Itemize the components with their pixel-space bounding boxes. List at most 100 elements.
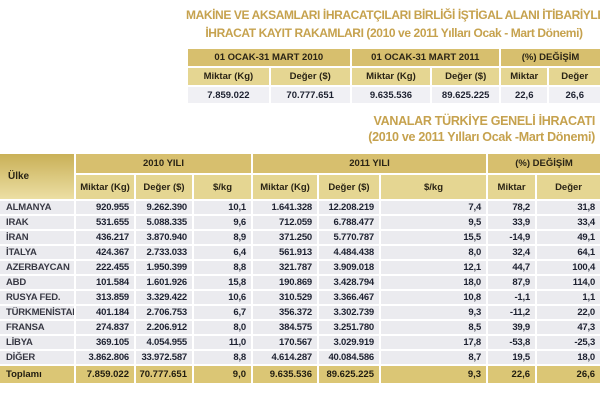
value-cell: 4.614.287 xyxy=(253,351,317,364)
value-cell: 18,0 xyxy=(537,351,600,364)
value-cell: 11,0 xyxy=(194,336,251,349)
value-cell: 310.529 xyxy=(253,291,317,304)
total-cell: 9,0 xyxy=(194,366,251,383)
value-cell: 15,8 xyxy=(194,276,251,289)
value-cell: 22,0 xyxy=(537,306,600,319)
value-cell: 33.972.587 xyxy=(136,351,192,364)
value-cell: 8,8 xyxy=(194,261,251,274)
value-cell: 4.484.438 xyxy=(319,246,379,259)
country-name-cell: LİBYA xyxy=(0,336,74,349)
value-cell: 561.913 xyxy=(253,246,317,259)
value-cell: 5.770.787 xyxy=(319,231,379,244)
country-column-header: Ülke xyxy=(0,154,74,199)
value-cell: 6,7 xyxy=(194,306,251,319)
value-cell: 12.208.219 xyxy=(319,201,379,214)
value-cell: 87,9 xyxy=(488,276,536,289)
column-header: $/kg xyxy=(194,175,251,199)
value-cell: 7,4 xyxy=(381,201,487,214)
value-cell: 222.455 xyxy=(76,261,134,274)
value-cell: 371.250 xyxy=(253,231,317,244)
value-cell: 2.706.753 xyxy=(136,306,192,319)
machinery-report-title: MAKİNE VE AKSAMLARI İHRACATÇILARI BİRLİĞ… xyxy=(186,6,600,42)
country-name-cell: TÜRKMENİSTAN xyxy=(0,306,74,319)
value-cell: -53,8 xyxy=(488,336,536,349)
total-cell: 7.859.022 xyxy=(76,366,134,383)
summary-cell: 89.625.225 xyxy=(432,87,500,103)
value-cell: 33,9 xyxy=(488,216,536,229)
summary-table: 01 OCAK-31 MART 2010 01 OCAK-31 MART 201… xyxy=(186,47,600,105)
value-cell: 10,1 xyxy=(194,201,251,214)
column-header: Miktar (Kg) xyxy=(351,68,431,85)
total-cell: 22,6 xyxy=(488,366,536,383)
value-cell: -25,3 xyxy=(537,336,600,349)
value-cell: -14,9 xyxy=(488,231,536,244)
value-cell: 1.641.328 xyxy=(253,201,317,214)
total-cell: 9,3 xyxy=(381,366,487,383)
value-cell: 3.428.794 xyxy=(319,276,379,289)
column-group-2011: 01 OCAK-31 MART 2011 xyxy=(351,49,500,66)
total-row: Toplamı 7.859.022 70.777.651 9,0 9.635.5… xyxy=(0,366,600,383)
country-row: ABD 101.584 1.601.926 15,8 190.869 3.428.794 1… xyxy=(0,276,600,289)
value-cell: 920.955 xyxy=(76,201,134,214)
value-cell: 8,9 xyxy=(194,231,251,244)
value-cell: 9.262.390 xyxy=(136,201,192,214)
value-cell: 31,8 xyxy=(537,201,600,214)
title-line: (2010 ve 2011 Yılları Ocak -Mart Dönemi) xyxy=(368,130,595,144)
value-cell: 6,4 xyxy=(194,246,251,259)
value-cell: 3.862.806 xyxy=(76,351,134,364)
country-name-cell: IRAK xyxy=(0,216,74,229)
valves-report-title: VANALAR TÜRKİYE GENELİ İHRACATI (2010 ve… xyxy=(200,113,595,145)
country-row: TÜRKMENİSTAN 401.184 2.706.753 6,7 356.372 3.… xyxy=(0,306,600,319)
value-cell: 436.217 xyxy=(76,231,134,244)
country-row: IRAK 531.655 5.088.335 9,6 712.059 6.788.477 9… xyxy=(0,216,600,229)
total-cell: 70.777.651 xyxy=(136,366,192,383)
value-cell: 8,5 xyxy=(381,321,487,334)
column-header: Değer ($) xyxy=(270,68,350,85)
value-cell: 531.655 xyxy=(76,216,134,229)
value-cell: 33,4 xyxy=(537,216,600,229)
summary-cell: 26,6 xyxy=(549,87,600,103)
country-name-cell: DİĞER xyxy=(0,351,74,364)
value-cell: 3.251.780 xyxy=(319,321,379,334)
value-cell: 47,3 xyxy=(537,321,600,334)
column-group-2010: 2010 YILI xyxy=(76,154,251,173)
column-header: Miktar (Kg) xyxy=(188,68,269,85)
summary-cell: 7.859.022 xyxy=(188,87,269,103)
value-cell: 1,1 xyxy=(537,291,600,304)
column-group-2011: 2011 YILI xyxy=(253,154,487,173)
value-cell: 64,1 xyxy=(537,246,600,259)
country-name-cell: FRANSA xyxy=(0,321,74,334)
title-line: İHRACAT KAYIT RAKAMLARI (2010 ve 2011 Yı… xyxy=(205,26,583,40)
value-cell: 10,6 xyxy=(194,291,251,304)
value-cell: 170.567 xyxy=(253,336,317,349)
summary-sub-header-row: Miktar (Kg) Değer ($) Miktar (Kg) Değer … xyxy=(188,68,600,85)
value-cell: 40.084.586 xyxy=(319,351,379,364)
country-name-cell: ALMANYA xyxy=(0,201,74,214)
value-cell: 1.950.399 xyxy=(136,261,192,274)
country-name-cell: RUSYA FED. xyxy=(0,291,74,304)
value-cell: 39,9 xyxy=(488,321,536,334)
total-cell: 26,6 xyxy=(537,366,600,383)
value-cell: 6.788.477 xyxy=(319,216,379,229)
value-cell: 313.859 xyxy=(76,291,134,304)
country-sub-header-row: Miktar (Kg) Değer ($) $/kg Miktar (Kg) D… xyxy=(0,175,600,199)
summary-cell: 70.777.651 xyxy=(270,87,350,103)
value-cell: 712.059 xyxy=(253,216,317,229)
value-cell: 9,6 xyxy=(194,216,251,229)
country-row: İRAN 436.217 3.870.940 8,9 371.250 5.770.787 1… xyxy=(0,231,600,244)
value-cell: -1,1 xyxy=(488,291,536,304)
value-cell: 1.601.926 xyxy=(136,276,192,289)
column-header: Değer ($) xyxy=(432,68,500,85)
country-row: İTALYA 424.367 2.733.033 6,4 561.913 4.484.43… xyxy=(0,246,600,259)
country-row: ALMANYA 920.955 9.262.390 10,1 1.641.328 12.2… xyxy=(0,201,600,214)
value-cell: 3.302.739 xyxy=(319,306,379,319)
value-cell: 8,8 xyxy=(194,351,251,364)
value-cell: 5.088.335 xyxy=(136,216,192,229)
value-cell: 8,0 xyxy=(381,246,487,259)
column-header: Değer ($) xyxy=(136,175,192,199)
value-cell: 3.366.467 xyxy=(319,291,379,304)
column-header: Değer xyxy=(549,68,600,85)
value-cell: 114,0 xyxy=(537,276,600,289)
value-cell: 8,7 xyxy=(381,351,487,364)
